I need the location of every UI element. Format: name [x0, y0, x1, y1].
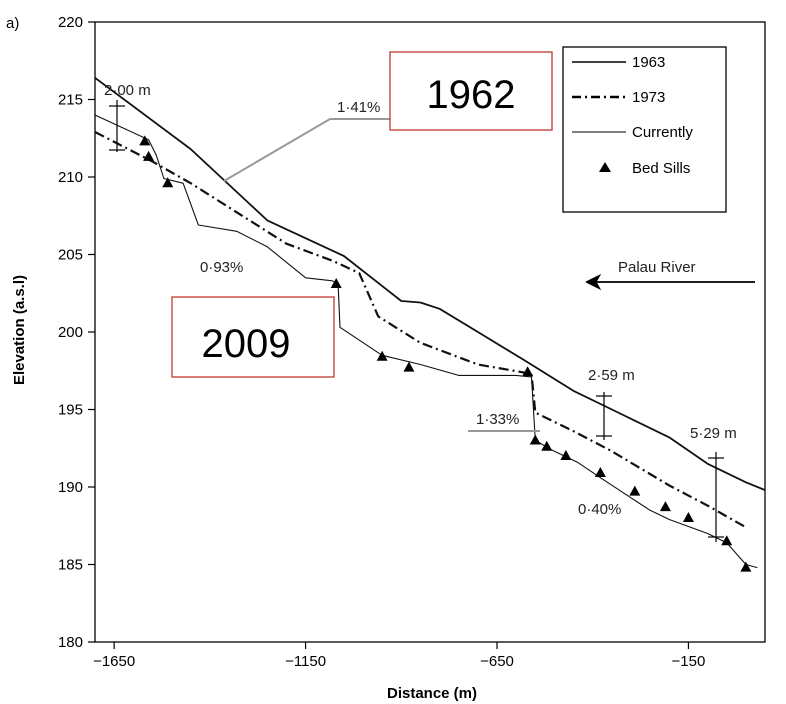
bed-sill-marker — [629, 485, 641, 496]
y-tick-label: 210 — [58, 169, 83, 186]
slope-label-093: 0·93% — [200, 259, 243, 276]
slope-annotation-141: 1·41% — [223, 99, 395, 182]
y-tick-label: 200 — [58, 324, 83, 341]
y-tick-label: 195 — [58, 402, 83, 419]
legend-box — [562, 46, 727, 213]
bed-sill-marker — [529, 434, 541, 445]
series-line-currently — [94, 114, 758, 569]
label-box-2009: 2009 — [171, 296, 335, 378]
bed-sills-layer — [139, 135, 752, 572]
legend-label-currently: Currently — [632, 124, 693, 141]
legend-label-1963: 1963 — [632, 54, 665, 71]
bed-sill-marker — [594, 467, 606, 478]
x-tick-label: −650 — [480, 653, 514, 670]
label-box-1962: 1962 — [389, 51, 553, 131]
bed-sill-marker — [139, 135, 151, 146]
bed-sill-marker — [522, 366, 534, 377]
slope-annotation-133: 1·33% — [468, 411, 540, 432]
diff-marker-529: 5·29 m — [690, 425, 737, 542]
bed-sill-marker — [376, 350, 388, 361]
panel-label: a) — [6, 15, 19, 32]
bed-sill-marker — [682, 512, 694, 522]
bed-sill-marker — [541, 440, 553, 451]
bed-sill-marker — [162, 177, 174, 188]
legend: 1963 1973 Currently Bed Sills — [562, 46, 727, 213]
bed-sill-marker — [740, 561, 752, 572]
x-tick-label: −150 — [672, 653, 706, 670]
series-line-1963 — [94, 77, 766, 491]
legend-swatch-bed-sills — [599, 162, 611, 172]
river-flow-arrow: Palau River — [585, 259, 755, 291]
legend-label-1973: 1973 — [632, 89, 665, 106]
x-axis-title: Distance (m) — [387, 685, 477, 702]
bed-sill-marker — [330, 277, 342, 288]
bed-sill-marker — [143, 150, 155, 161]
label-2009: 2009 — [202, 322, 291, 366]
y-tick-label: 220 — [58, 14, 83, 31]
y-tick-label: 215 — [58, 92, 83, 109]
x-axis: −1650 −1150 −650 −150 — [93, 642, 705, 670]
y-tick-label: 205 — [58, 247, 83, 264]
legend-label-bed-sills: Bed Sills — [632, 160, 690, 177]
bed-sill-marker — [659, 501, 671, 512]
slope-label-141: 1·41% — [337, 99, 380, 116]
series-line-1973 — [94, 131, 747, 529]
x-tick-label: −1150 — [285, 653, 326, 670]
diff-label-2m: 2·00 m — [104, 82, 151, 99]
diff-marker-2m: 2·00 m — [104, 82, 151, 152]
slope-label-040: 0·40% — [578, 501, 621, 518]
bed-sill-marker — [721, 535, 733, 546]
diff-label-529: 5·29 m — [690, 425, 737, 442]
x-tick-label: −1650 — [93, 653, 135, 670]
series-layer — [94, 77, 766, 569]
bed-sill-marker — [560, 450, 572, 460]
diff-label-259: 2·59 m — [588, 367, 635, 384]
bed-sill-marker — [403, 361, 415, 372]
y-tick-label: 190 — [58, 479, 83, 496]
y-tick-label: 185 — [58, 557, 83, 574]
river-label: Palau River — [618, 259, 696, 276]
y-tick-label: 180 — [58, 634, 83, 651]
diff-marker-259: 2·59 m — [588, 367, 635, 440]
y-axis-title: Elevation (a.s.l) — [11, 275, 28, 385]
label-1962: 1962 — [427, 73, 516, 117]
y-axis: 180 185 190 195 200 205 210 215 220 — [58, 14, 95, 651]
slope-label-133: 1·33% — [476, 411, 519, 428]
